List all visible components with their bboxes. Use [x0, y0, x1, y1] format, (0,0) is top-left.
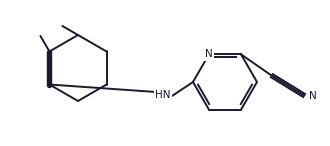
Text: N: N: [205, 49, 213, 59]
Text: HN: HN: [155, 90, 171, 100]
Text: N: N: [309, 91, 317, 101]
